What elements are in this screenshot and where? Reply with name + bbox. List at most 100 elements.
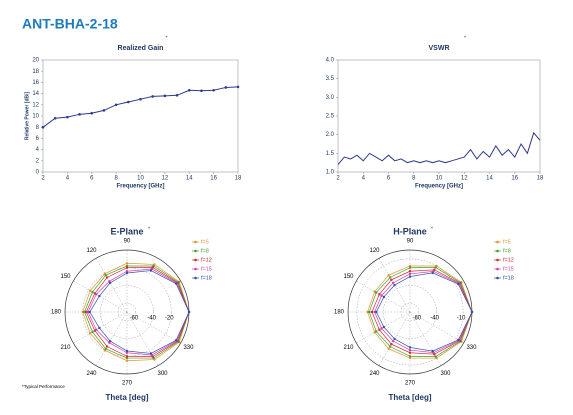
pattern-point (95, 328, 98, 331)
data-point (102, 109, 106, 112)
y-tick-label: 6 (36, 136, 40, 142)
radial-grid (383, 285, 437, 339)
y-tick-label: 12 (32, 102, 39, 108)
data-point (175, 93, 179, 97)
pattern-point (373, 310, 376, 314)
y-tick-label: 3.0 (326, 95, 335, 101)
pattern-line (87, 268, 190, 356)
y-tick-label: 2 (36, 158, 40, 164)
radial-grid (356, 258, 464, 366)
pattern-point (370, 310, 374, 314)
angle-tick-label: 120 (369, 248, 380, 254)
pattern-point (408, 266, 412, 269)
pattern-point (125, 349, 129, 353)
pattern-point (375, 291, 378, 294)
data-point (139, 97, 142, 101)
angle-spoke (95, 311, 128, 366)
pattern-point (382, 325, 386, 329)
pattern-point (470, 310, 474, 314)
pattern-point (105, 345, 109, 348)
angle-spoke (95, 258, 128, 313)
pattern-point (88, 310, 92, 314)
pattern-point (457, 338, 460, 342)
legend-label: f=8 (201, 248, 209, 254)
angle-tick-label: 330 (183, 345, 194, 351)
pattern-point (408, 270, 412, 273)
legend-label: f=8 (503, 248, 511, 254)
title-mark: * (166, 35, 168, 41)
pattern-point (408, 351, 412, 354)
pattern-point (85, 310, 88, 314)
angle-tick-label: 90 (124, 239, 131, 245)
pattern-point (391, 339, 395, 343)
y-tick-label: 14 (32, 91, 39, 97)
pattern-point (125, 351, 129, 354)
y-tick-label: 2.0 (326, 132, 335, 138)
pattern-point (431, 349, 434, 353)
y-tick-label: 1.5 (326, 151, 335, 157)
title-mark: * (148, 226, 150, 232)
angle-tick-label: 150 (344, 274, 355, 280)
pattern-point (408, 346, 412, 349)
pattern-point (457, 282, 460, 286)
angle-tick-label: 300 (440, 371, 451, 377)
data-point (151, 95, 154, 98)
data-line (42, 86, 239, 128)
pattern-point (391, 281, 395, 285)
angle-tick-label: 210 (61, 345, 72, 351)
pattern-point (431, 271, 434, 275)
pattern-point (125, 271, 129, 275)
pattern-point (408, 275, 412, 278)
pattern-point (390, 278, 393, 281)
pattern-point (375, 330, 378, 333)
data-point (53, 116, 57, 120)
data-point (236, 85, 240, 89)
legend-marker (496, 249, 499, 253)
data-point (187, 88, 191, 92)
legend-marker (496, 276, 499, 280)
angle-tick-label: 270 (405, 381, 416, 387)
legend-label: f=15 (201, 266, 212, 272)
pattern-point (387, 273, 390, 277)
legend-label: f=18 (503, 275, 514, 281)
data-point (127, 100, 130, 104)
pattern-point (125, 359, 129, 362)
y-tick-label: 16 (32, 80, 39, 86)
pattern-point (149, 269, 153, 272)
pattern-point (393, 283, 396, 287)
angle-tick-label: 120 (86, 248, 97, 254)
pattern-point (125, 266, 129, 269)
data-point (212, 88, 215, 92)
data-point (41, 125, 45, 129)
y-tick-label: 0 (36, 170, 40, 176)
pattern-point (387, 347, 390, 351)
radial-tick-label: -40 (147, 316, 156, 322)
data-point (224, 86, 228, 89)
x-tick-label: 18 (537, 176, 544, 182)
pattern-point (408, 348, 412, 352)
y-tick-label: 4.0 (326, 58, 335, 64)
pattern-point (91, 290, 94, 294)
pattern-point (434, 266, 437, 269)
legend-marker (194, 249, 197, 253)
pattern-point (125, 262, 129, 265)
pattern-point (408, 355, 412, 358)
pattern-point (125, 270, 129, 273)
data-point (200, 89, 203, 93)
data-point (66, 115, 69, 119)
pattern-point (382, 295, 386, 299)
legend-marker (194, 240, 197, 244)
angle-tick-label: 330 (466, 345, 477, 351)
angle-tick-label: 300 (157, 371, 168, 377)
pattern-point (375, 310, 378, 314)
pattern-point (149, 352, 153, 355)
pattern-point (86, 310, 90, 314)
pattern-point (95, 293, 98, 296)
pattern-point (393, 337, 396, 341)
pattern-point (388, 276, 392, 279)
legend-label: f=18 (201, 275, 212, 281)
pattern-point (368, 310, 371, 314)
y-tick-label: 3.5 (326, 76, 335, 82)
y-tick-label: 18 (32, 69, 39, 75)
